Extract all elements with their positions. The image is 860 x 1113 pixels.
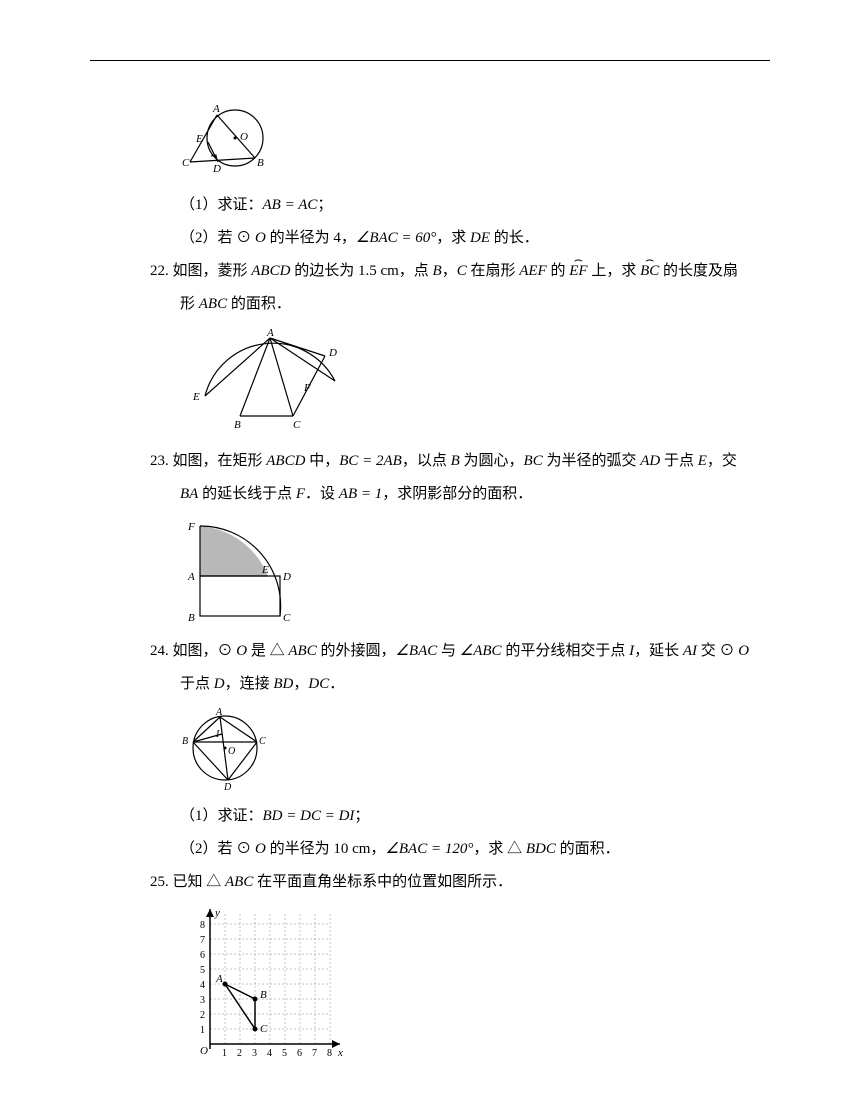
svg-text:5: 5 bbox=[200, 965, 205, 976]
svg-text:1: 1 bbox=[200, 1025, 205, 1036]
svg-text:7: 7 bbox=[200, 935, 205, 946]
svg-text:5: 5 bbox=[282, 1048, 287, 1059]
svg-text:2: 2 bbox=[200, 1010, 205, 1021]
svg-text:6: 6 bbox=[200, 950, 205, 961]
label-A: A bbox=[212, 103, 220, 115]
label-A: A bbox=[187, 571, 195, 583]
svg-text:8: 8 bbox=[200, 920, 205, 931]
svg-text:7: 7 bbox=[312, 1048, 317, 1059]
label-A: A bbox=[266, 327, 274, 339]
problem-24-sub1: （1）求证：BD = DC = DI； bbox=[180, 803, 770, 830]
label-O: O bbox=[240, 131, 248, 143]
label-O: O bbox=[200, 1045, 208, 1057]
problem-21-sub2: （2）若 ⊙ O 的半径为 4，∠BAC = 60°，求 DE 的长． bbox=[180, 225, 770, 252]
svg-text:6: 6 bbox=[297, 1048, 302, 1059]
problem-23-line1: 23. 如图，在矩形 ABCD 中，BC = 2AB，以点 B 为圆心，BC 为… bbox=[150, 448, 770, 475]
svg-text:3: 3 bbox=[200, 995, 205, 1006]
svg-text:1: 1 bbox=[222, 1048, 227, 1059]
label-B: B bbox=[234, 419, 241, 431]
label-E: E bbox=[261, 564, 269, 576]
label-I: I bbox=[215, 729, 220, 740]
label-E: E bbox=[195, 133, 203, 145]
label-E: E bbox=[192, 391, 200, 403]
label-B: B bbox=[188, 612, 195, 624]
label-x: x bbox=[337, 1047, 343, 1059]
svg-text:4: 4 bbox=[200, 980, 205, 991]
label-C: C bbox=[283, 612, 291, 624]
label-A: A bbox=[215, 973, 223, 985]
svg-text:3: 3 bbox=[252, 1048, 257, 1059]
figure-24: A B C D I O bbox=[180, 706, 770, 791]
label-D: D bbox=[282, 571, 291, 583]
figure-25: A B C O x y 123 456 78 123 456 78 bbox=[180, 904, 770, 1069]
label-F: F bbox=[187, 521, 195, 533]
label-D: D bbox=[223, 782, 232, 791]
label-O: O bbox=[228, 746, 235, 757]
label-C: C bbox=[182, 157, 190, 169]
label-A: A bbox=[215, 707, 223, 718]
page-top-rule bbox=[90, 60, 770, 61]
figure-23: A B C D E F bbox=[180, 516, 770, 626]
label-F: F bbox=[303, 382, 311, 394]
problem-22-line1: 22. 如图，菱形 ABCD 的边长为 1.5 cm，点 B，C 在扇形 AEF… bbox=[150, 258, 770, 285]
problem-24-line1: 24. 如图，⊙ O 是 △ ABC 的外接圆，∠BAC 与 ∠ABC 的平分线… bbox=[150, 638, 770, 665]
problem-24-sub2: （2）若 ⊙ O 的半径为 10 cm，∠BAC = 120°，求 △ BDC … bbox=[180, 836, 770, 863]
label-y: y bbox=[214, 907, 220, 919]
problem-22-line2: 形 ABC 的面积． bbox=[180, 291, 770, 318]
label-C: C bbox=[293, 419, 301, 431]
svg-text:4: 4 bbox=[267, 1048, 272, 1059]
label-D: D bbox=[212, 163, 221, 175]
svg-text:2: 2 bbox=[237, 1048, 242, 1059]
figure-22: A B C D E F bbox=[180, 326, 770, 436]
label-B: B bbox=[260, 989, 267, 1001]
figure-21: O A B C D E bbox=[180, 100, 770, 180]
svg-text:8: 8 bbox=[327, 1048, 332, 1059]
label-C: C bbox=[260, 1023, 268, 1035]
page-content: O A B C D E （1）求证：AB = AC； （2）若 ⊙ O 的半径为… bbox=[90, 100, 770, 1069]
problem-25-line1: 25. 已知 △ ABC 在平面直角坐标系中的位置如图所示． bbox=[150, 869, 770, 896]
y-tick-labels: 1 2 3 4 5 6 7 8 bbox=[200, 920, 205, 1036]
problem-21-sub1: （1）求证：AB = AC； bbox=[180, 192, 770, 219]
label-C: C bbox=[259, 736, 266, 747]
label-B: B bbox=[182, 736, 188, 747]
label-D: D bbox=[328, 347, 337, 359]
label-B: B bbox=[257, 157, 264, 169]
problem-24-line2: 于点 D，连接 BD，DC． bbox=[180, 671, 770, 698]
x-tick-labels: 123 456 78 bbox=[222, 1048, 332, 1059]
problem-23-line2: BA 的延长线于点 F．设 AB = 1，求阴影部分的面积． bbox=[180, 481, 770, 508]
